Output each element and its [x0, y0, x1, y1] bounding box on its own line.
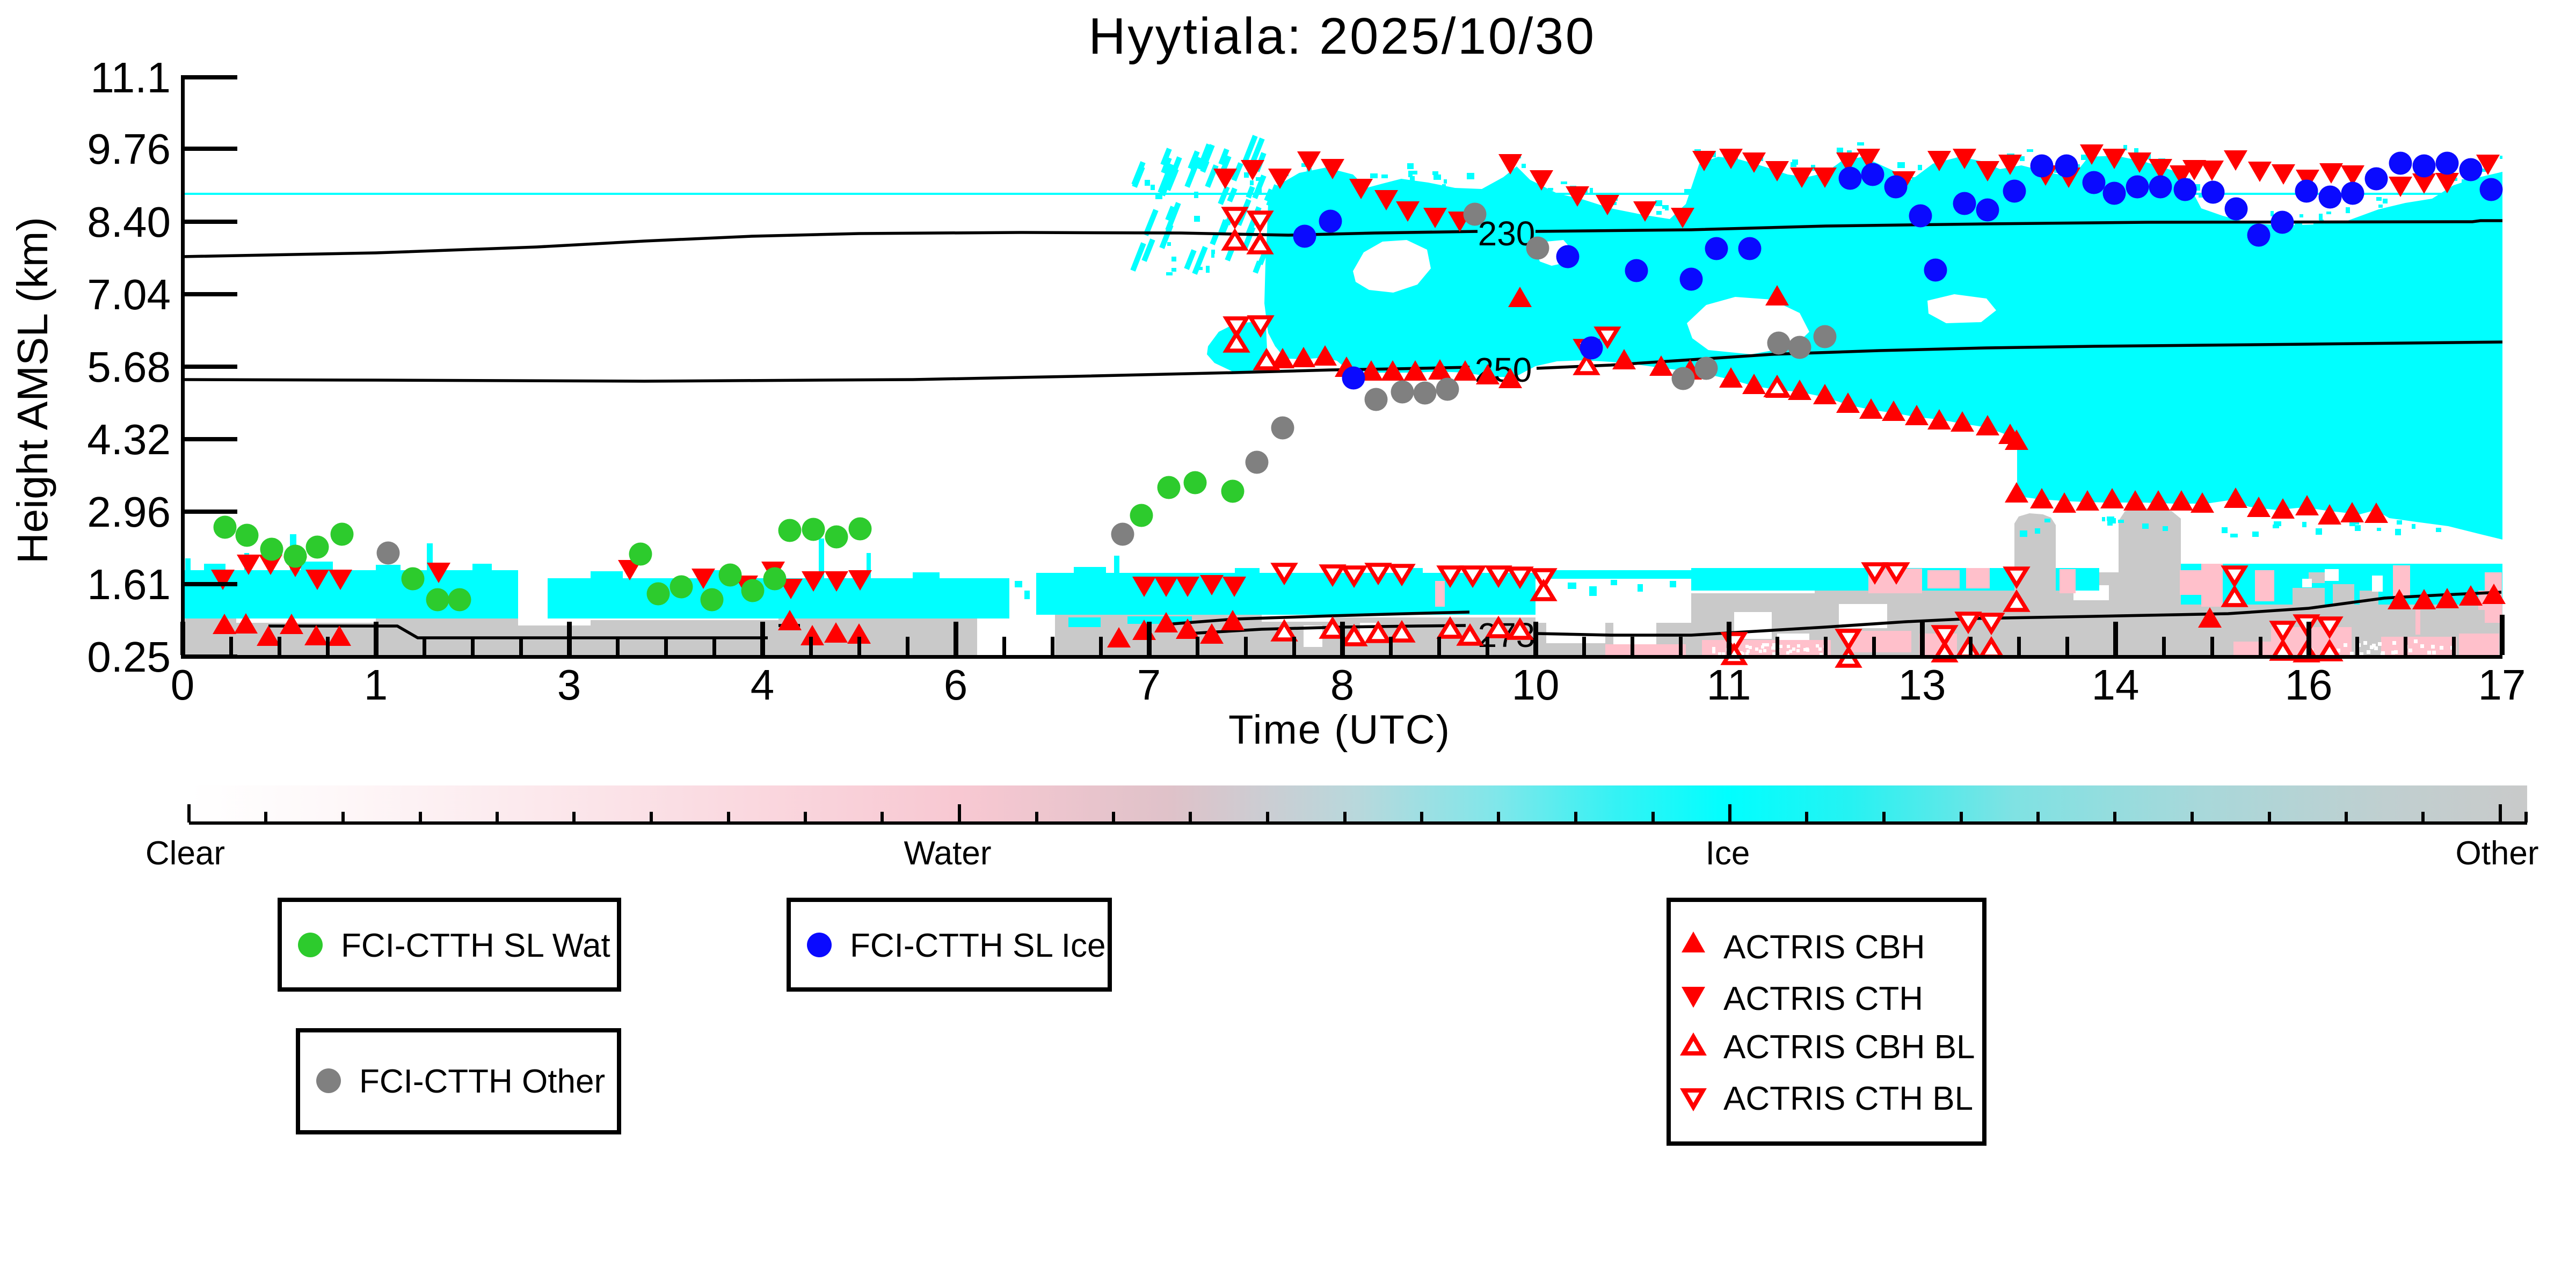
svg-text:2.96: 2.96 [87, 488, 171, 536]
svg-text:14: 14 [2092, 661, 2140, 709]
svg-text:9.76: 9.76 [87, 125, 171, 173]
svg-text:17: 17 [2478, 661, 2526, 709]
svg-text:4: 4 [751, 661, 775, 709]
svg-text:Water: Water [904, 835, 991, 872]
svg-text:Hyytiala: 2025/10/30: Hyytiala: 2025/10/30 [1088, 8, 1596, 65]
svg-text:Ice: Ice [1706, 835, 1750, 872]
svg-text:Other: Other [2455, 835, 2538, 872]
svg-text:4.32: 4.32 [87, 416, 171, 463]
svg-text:ACTRIS CBH BL: ACTRIS CBH BL [1723, 1029, 1975, 1066]
svg-text:FCI-CTTH SL Ice: FCI-CTTH SL Ice [850, 927, 1106, 964]
svg-text:7.04: 7.04 [87, 271, 171, 318]
svg-text:1: 1 [364, 661, 388, 709]
svg-text:ACTRIS CBH: ACTRIS CBH [1723, 929, 1925, 966]
svg-text:6: 6 [944, 661, 968, 709]
svg-text:3: 3 [557, 661, 581, 709]
svg-text:Clear: Clear [145, 835, 225, 872]
svg-text:230: 230 [1478, 214, 1536, 253]
svg-text:Time (UTC): Time (UTC) [1228, 707, 1451, 753]
svg-text:FCI-CTTH SL Wat: FCI-CTTH SL Wat [341, 927, 610, 964]
svg-text:1.61: 1.61 [87, 561, 171, 608]
svg-text:5.68: 5.68 [87, 343, 171, 391]
svg-text:0: 0 [171, 661, 195, 709]
svg-text:11.1: 11.1 [90, 54, 171, 101]
svg-text:8.40: 8.40 [87, 198, 171, 246]
svg-text:13: 13 [1898, 661, 1946, 709]
svg-text:FCI-CTTH Other: FCI-CTTH Other [359, 1063, 605, 1100]
svg-text:7: 7 [1137, 661, 1161, 709]
svg-text:8: 8 [1330, 661, 1355, 709]
svg-text:ACTRIS CTH: ACTRIS CTH [1723, 980, 1923, 1017]
svg-text:Height AMSL (km): Height AMSL (km) [9, 217, 56, 564]
svg-text:0.25: 0.25 [87, 633, 171, 681]
svg-text:ACTRIS CTH BL: ACTRIS CTH BL [1723, 1080, 1973, 1117]
svg-text:10: 10 [1512, 661, 1560, 709]
svg-text:11: 11 [1706, 661, 1751, 709]
svg-text:16: 16 [2285, 661, 2333, 709]
